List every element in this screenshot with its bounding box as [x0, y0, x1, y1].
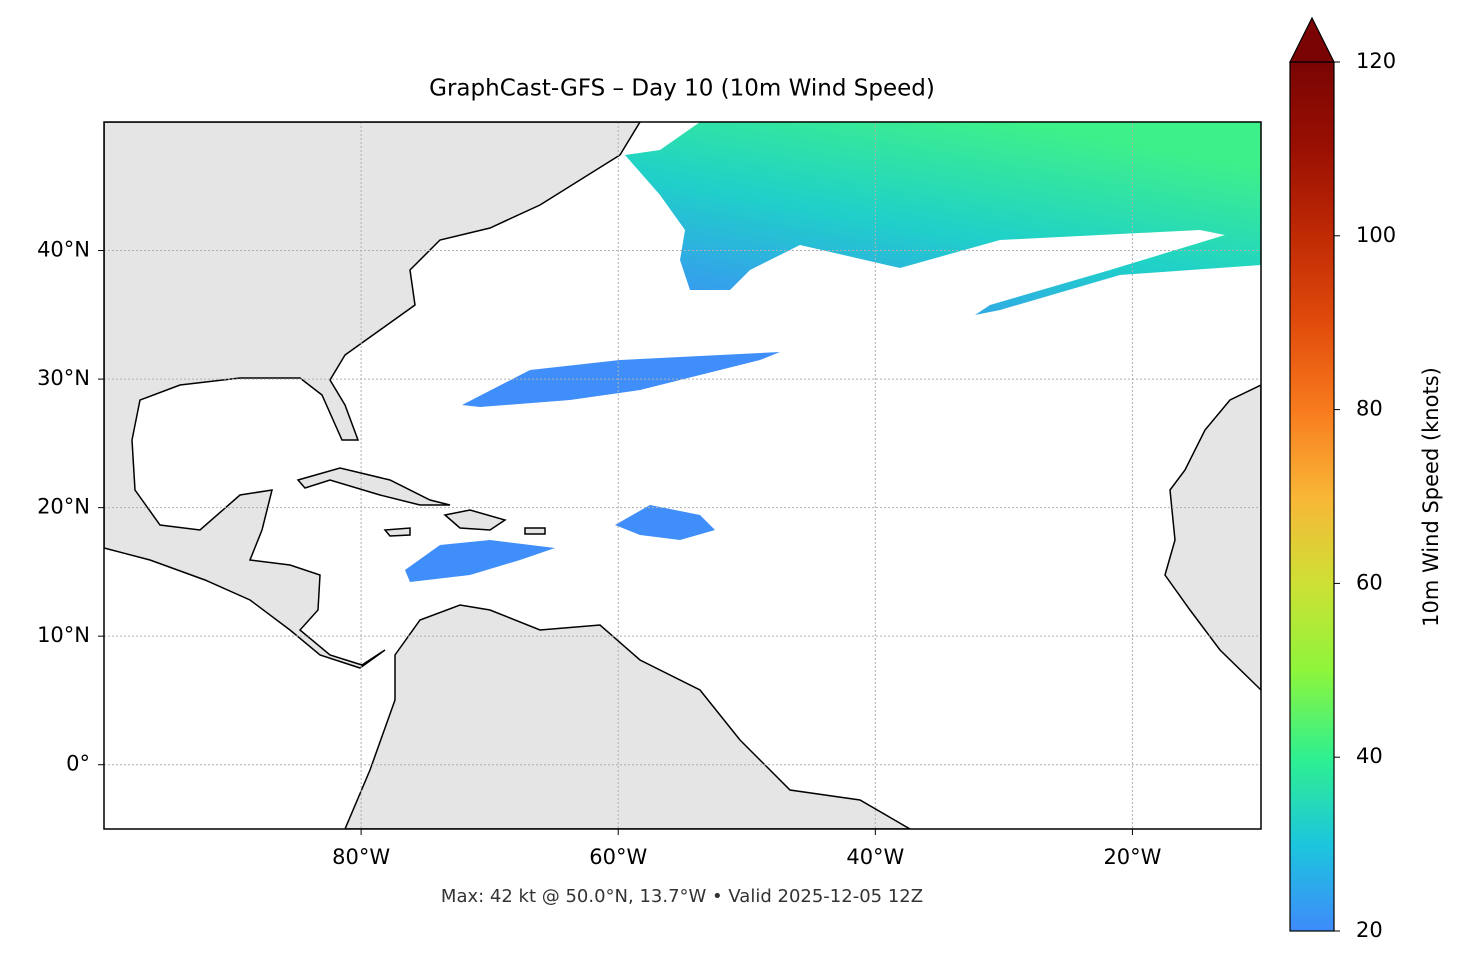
puerto-rico [524, 527, 546, 535]
jamaica [383, 527, 411, 537]
colorbar-tick-label: 80 [1356, 397, 1383, 421]
y-tick-label: 30°N [37, 366, 90, 390]
footer: Max: 42 kt @ 50.0°N, 13.7°W • Valid 2025… [441, 886, 923, 907]
chart-title: GraphCast-GFS – Day 10 (10m Wind Speed) [429, 76, 935, 102]
x-tick-label: 40°W [846, 845, 904, 869]
y-tick-label: 10°N [37, 623, 90, 647]
hispaniola [443, 509, 507, 531]
colorbar-tick-label: 40 [1356, 744, 1383, 768]
grid [104, 122, 1261, 829]
cuba [296, 467, 451, 506]
y-tick-label: 0° [66, 752, 90, 776]
y-tick-label: 20°N [37, 495, 90, 519]
x-tick-label: 80°W [332, 845, 390, 869]
colorbar-tick-label: 60 [1356, 570, 1383, 594]
colorbar [1289, 61, 1335, 932]
x-tick-label: 60°W [589, 845, 647, 869]
colorbar-tick-label: 120 [1356, 49, 1396, 73]
wind-area [615, 505, 715, 540]
wind-area [625, 122, 1261, 315]
map-frame [103, 121, 1262, 830]
south-america [344, 604, 912, 829]
y-tick-label: 40°N [37, 238, 90, 262]
x-tick-label: 20°W [1103, 845, 1161, 869]
wind-area [405, 540, 555, 582]
africa [1164, 384, 1261, 692]
colorbar-tick-label: 100 [1356, 223, 1396, 247]
map [104, 122, 1261, 829]
colorbar-extend [1289, 16, 1335, 63]
colorbar-tick-label: 20 [1356, 918, 1383, 942]
north-america [104, 122, 641, 669]
colorbar-label: 10m Wind Speed (knots) [1419, 367, 1443, 627]
